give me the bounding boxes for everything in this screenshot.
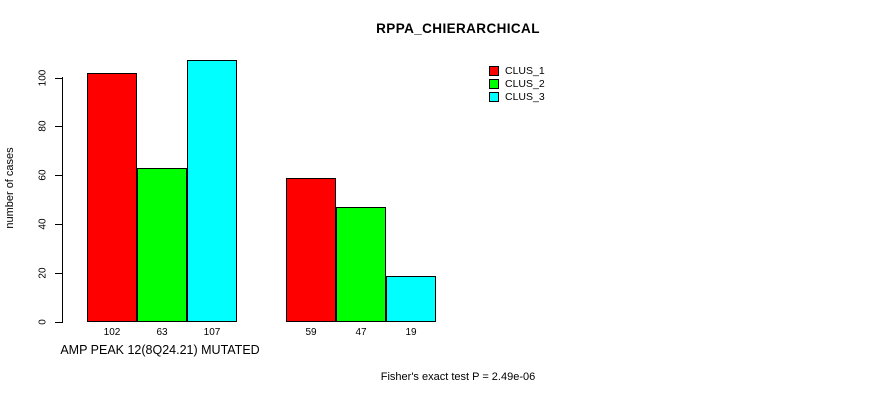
- fisher-test-note: Fisher's exact test P = 2.49e-06: [380, 371, 536, 383]
- y-tick: [55, 322, 62, 323]
- chart-title: RPPA_CHIERARCHICAL: [376, 21, 540, 36]
- bar-value-label: 102: [103, 327, 121, 338]
- bar-clus_2-group1: [137, 167, 187, 322]
- bar-value-label: 19: [405, 327, 417, 338]
- y-tick-label: 40: [37, 218, 49, 230]
- y-tick-label: 100: [37, 69, 49, 86]
- bar-clus_3-group1: [187, 60, 237, 322]
- y-tick-label: 80: [37, 120, 49, 132]
- legend-label: CLUS_1: [505, 64, 545, 77]
- bar-value-label: 59: [305, 327, 317, 338]
- legend-item-clus-3: CLUS_3: [489, 90, 545, 103]
- bar-clus_1-group2: [286, 177, 336, 322]
- x-category-label: AMP PEAK 12(8Q24.21) MUTATED: [60, 343, 260, 357]
- legend-label: CLUS_3: [505, 90, 545, 103]
- bar-value-label: 107: [203, 327, 221, 338]
- legend-swatch-clus-2: [489, 78, 499, 89]
- y-tick: [55, 78, 62, 79]
- bar-value-label: 63: [156, 327, 168, 338]
- y-tick: [55, 126, 62, 127]
- y-tick-label: 20: [37, 267, 49, 279]
- legend-swatch-clus-3: [489, 91, 499, 102]
- bar-clus_3-group2: [386, 275, 436, 322]
- y-tick-label: 0: [37, 319, 49, 325]
- y-axis-title: number of cases: [4, 147, 16, 229]
- bar-clus_1-group1: [87, 72, 137, 322]
- legend: CLUS_1 CLUS_2 CLUS_3: [489, 64, 545, 103]
- legend-item-clus-2: CLUS_2: [489, 77, 545, 90]
- y-tick-label: 60: [37, 169, 49, 181]
- y-axis-line: [62, 77, 63, 323]
- legend-label: CLUS_2: [505, 77, 545, 90]
- y-tick: [55, 273, 62, 274]
- bar-clus_2-group2: [336, 207, 386, 322]
- bar-value-label: 47: [355, 327, 367, 338]
- y-tick: [55, 175, 62, 176]
- y-tick: [55, 224, 62, 225]
- legend-swatch-clus-1: [489, 65, 499, 76]
- legend-item-clus-1: CLUS_1: [489, 64, 545, 77]
